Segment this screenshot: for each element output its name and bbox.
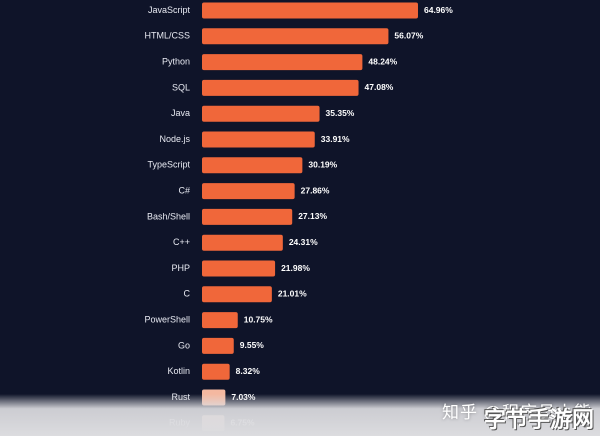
value-label: 24.31% xyxy=(289,237,318,247)
bar xyxy=(202,363,230,380)
value-label: 8.32% xyxy=(236,366,261,376)
value-label: 21.01% xyxy=(278,289,307,299)
category-label: Bash/Shell xyxy=(147,211,190,221)
value-label: 9.55% xyxy=(240,340,265,350)
bar xyxy=(202,337,234,354)
bar xyxy=(202,312,238,329)
category-label: PowerShell xyxy=(144,314,190,324)
corner-watermark: 字节手游网 xyxy=(483,407,594,432)
value-label: 47.08% xyxy=(365,82,394,92)
value-label: 10.75% xyxy=(244,314,273,324)
category-label: PHP xyxy=(171,263,190,273)
category-label: JavaScript xyxy=(148,5,191,15)
bar xyxy=(202,2,418,19)
category-label: Go xyxy=(178,340,190,350)
bar xyxy=(202,79,359,96)
category-label: C++ xyxy=(173,237,190,247)
category-label: Python xyxy=(162,56,190,66)
value-label: 48.24% xyxy=(368,56,397,66)
value-label: 56.07% xyxy=(394,31,423,41)
value-label: 33.91% xyxy=(321,134,350,144)
bar xyxy=(202,208,293,225)
bar xyxy=(202,54,363,71)
value-label: 64.96% xyxy=(424,5,453,15)
category-label: TypeScript xyxy=(147,160,190,170)
bar xyxy=(202,183,295,200)
category-label: HTML/CSS xyxy=(144,31,190,41)
value-label: 30.19% xyxy=(308,160,337,170)
category-label: Java xyxy=(171,108,190,118)
value-label: 27.86% xyxy=(301,185,330,195)
category-label: C xyxy=(184,289,191,299)
bar xyxy=(202,131,315,148)
bottom-fade-band xyxy=(0,394,600,436)
category-label: C# xyxy=(178,185,190,195)
category-label: Node.js xyxy=(159,134,190,144)
bar xyxy=(202,286,272,303)
bar xyxy=(202,157,303,174)
watermark-text: 知乎 @程序员小熊 xyxy=(442,403,592,422)
category-label: SQL xyxy=(172,82,190,92)
value-label: 35.35% xyxy=(326,108,355,118)
value-label: 27.13% xyxy=(298,211,327,221)
bar xyxy=(202,28,389,45)
category-label: Kotlin xyxy=(167,366,190,376)
value-label: 21.98% xyxy=(281,263,310,273)
bar xyxy=(202,105,320,122)
bar xyxy=(202,234,283,251)
bar xyxy=(202,260,276,277)
